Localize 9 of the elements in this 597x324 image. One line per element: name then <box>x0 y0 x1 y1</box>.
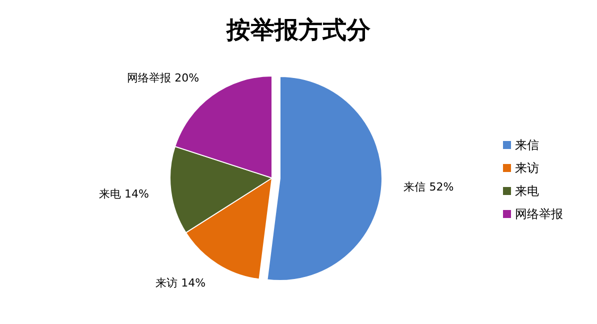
category-label: 来访 14% <box>156 276 206 290</box>
category-label: 来电 14% <box>99 188 149 201</box>
chart-title: 按举报方式分 <box>226 15 372 44</box>
legend-label: 来电 <box>515 184 539 198</box>
legend-label: 来信 <box>515 138 539 152</box>
legend-label: 网络举报 <box>515 207 563 221</box>
legend-label: 来访 <box>515 161 539 175</box>
category-label: 网络举报 20% <box>127 72 200 85</box>
category-label: 来信 52% <box>404 180 454 194</box>
